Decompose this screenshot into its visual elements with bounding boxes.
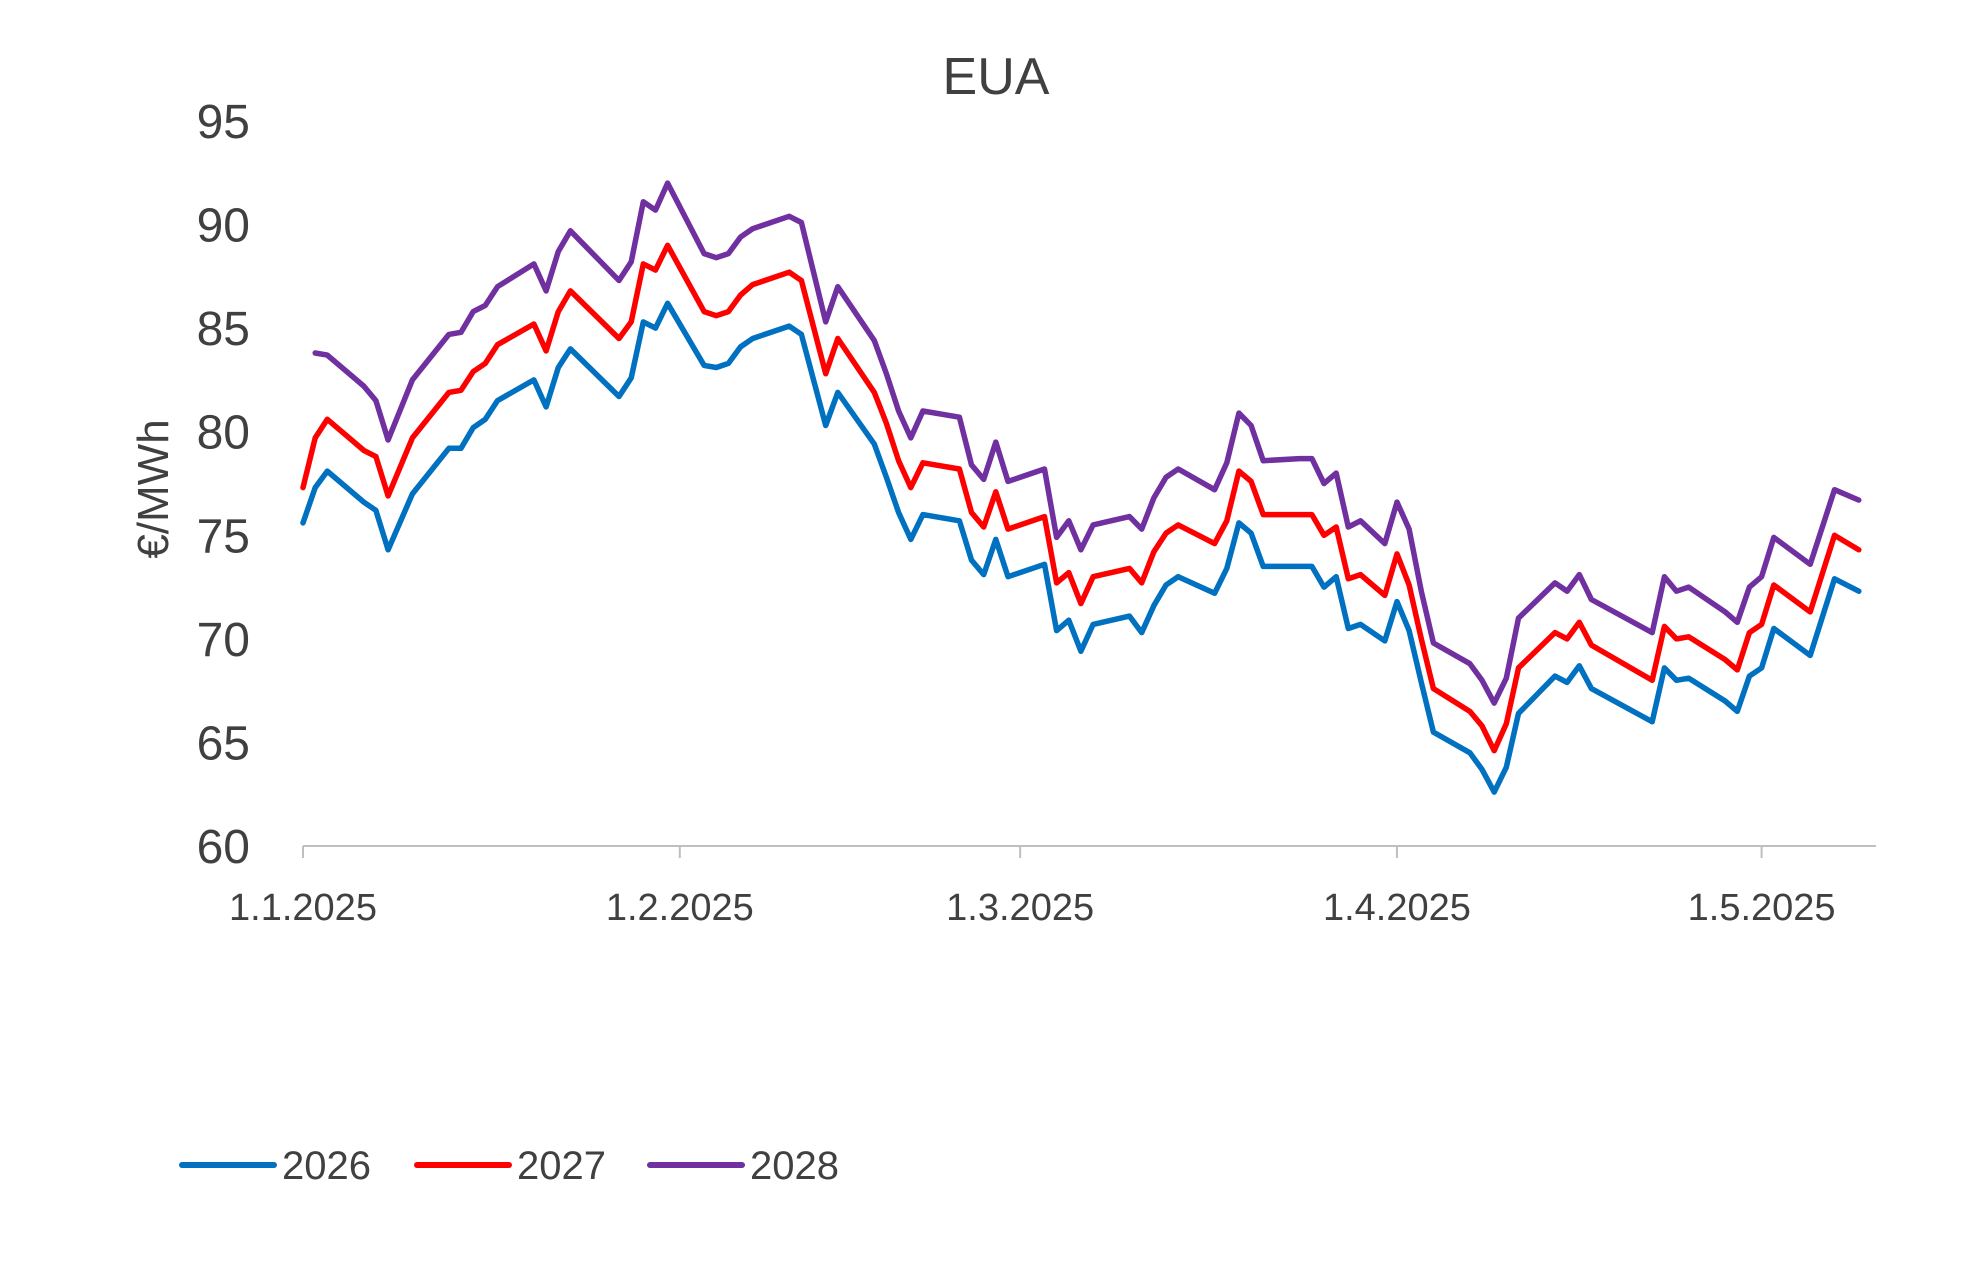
y-tick-label: 90: [197, 200, 250, 253]
chart-title: EUA: [943, 48, 1050, 106]
y-tick-label: 80: [197, 407, 250, 460]
x-tick-label: 1.5.2025: [1688, 887, 1836, 929]
y-tick-label: 75: [197, 510, 250, 563]
x-tick-label: 1.4.2025: [1323, 887, 1471, 929]
y-axis-ticks: 60 65 70 75 80 85 90 95: [197, 96, 250, 874]
x-axis-ticks: 1.1.2025 1.2.2025 1.3.2025 1.4.2025 1.5.2025: [229, 846, 1836, 929]
x-tick-label: 1.3.2025: [946, 887, 1094, 929]
y-tick-label: 65: [197, 717, 250, 770]
y-axis-label: €/MWh: [129, 419, 178, 558]
y-tick-label: 70: [197, 614, 250, 667]
series-line-2026: [300, 300, 1862, 795]
series-line-2028: [312, 180, 1862, 706]
series-lines: [300, 180, 1862, 795]
y-tick-label: 95: [197, 96, 250, 149]
series-line-2027: [300, 242, 1862, 754]
legend-label-2026: 2026: [282, 1144, 371, 1188]
x-tick-label: 1.2.2025: [606, 887, 754, 929]
y-tick-label: 60: [197, 821, 250, 874]
legend-label-2028: 2028: [750, 1144, 839, 1188]
x-tick-label: 1.1.2025: [229, 887, 377, 929]
legend-label-2027: 2027: [517, 1144, 606, 1188]
legend: 2026 2027 2028: [179, 1144, 839, 1188]
y-tick-label: 85: [197, 303, 250, 356]
